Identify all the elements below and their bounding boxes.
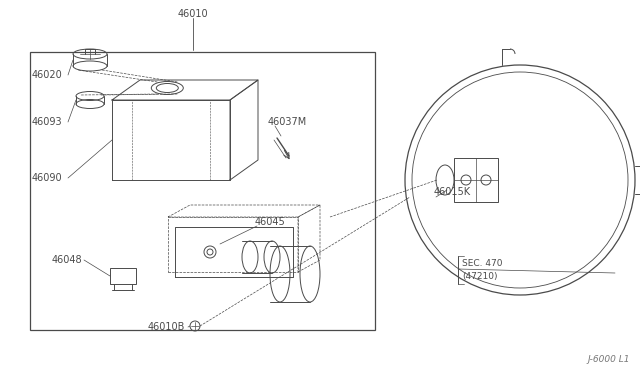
- Text: 46090: 46090: [32, 173, 63, 183]
- Text: 46015K: 46015K: [434, 187, 471, 197]
- Text: 46048: 46048: [52, 255, 83, 265]
- Text: 46037M: 46037M: [268, 117, 307, 127]
- Text: 46010: 46010: [178, 9, 208, 19]
- Text: 46020: 46020: [32, 70, 63, 80]
- Text: 46045: 46045: [255, 217, 285, 227]
- Text: 46010B: 46010B: [148, 322, 186, 332]
- Bar: [454, 158, 498, 202]
- Text: SEC. 470: SEC. 470: [462, 260, 502, 269]
- Bar: [30, 52, 375, 330]
- Text: 46093: 46093: [32, 117, 63, 127]
- Text: (47210): (47210): [462, 273, 497, 282]
- Bar: [110, 268, 136, 284]
- Text: J-6000 L1: J-6000 L1: [588, 355, 630, 364]
